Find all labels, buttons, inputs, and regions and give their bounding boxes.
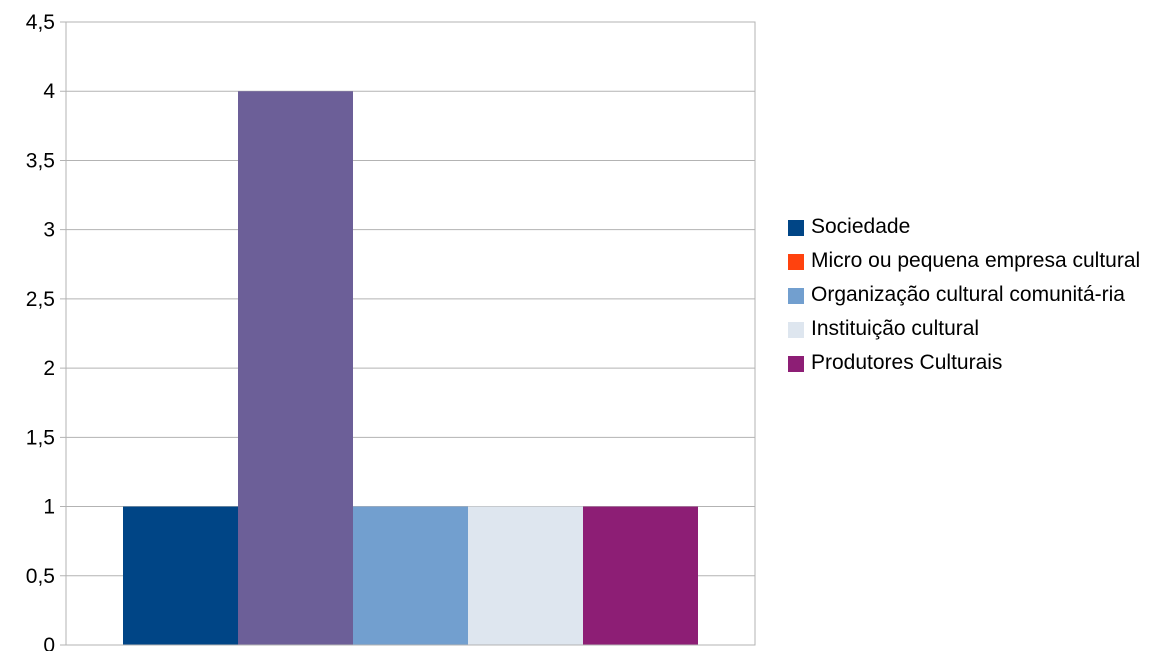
bar [123, 506, 238, 645]
legend-item: Instituição cultural [788, 316, 1173, 342]
legend-item: Produtores Culturais [788, 350, 1173, 376]
y-tick-label: 2,5 [26, 288, 55, 311]
legend-label: Produtores Culturais [811, 351, 1003, 374]
y-tick-label: 0,5 [26, 565, 55, 588]
y-tick-label: 4,5 [26, 11, 55, 34]
legend-swatch [788, 356, 804, 372]
legend-label: Instituição cultural [811, 317, 980, 340]
y-tick-label: 2 [43, 357, 55, 380]
legend-label: Micro ou pequena empresa cultural [811, 249, 1141, 272]
legend-item: Micro ou pequena empresa cultural [788, 248, 1173, 274]
y-axis-ticks: 0 0,5 1 1,5 2 2,5 3 3,5 4 4,5 [26, 11, 56, 651]
legend-swatch [788, 254, 804, 270]
legend-item: Sociedade [788, 214, 1173, 240]
legend-swatch [788, 288, 804, 304]
y-tick-label: 1,5 [26, 426, 55, 449]
bar [238, 91, 353, 645]
y-tick-label: 4 [43, 80, 55, 103]
y-tick-label: 0 [43, 634, 55, 651]
bars [123, 91, 698, 645]
legend-swatch [788, 220, 804, 236]
legend-label: Organização cultural comunitá-ria [811, 283, 1125, 306]
y-tick-label: 3 [43, 219, 55, 242]
bar [468, 506, 583, 645]
bar [353, 506, 468, 645]
legend-label: Sociedade [811, 215, 911, 238]
bar [583, 506, 698, 645]
y-tick-label: 1 [43, 496, 55, 519]
y-tick-label: 3,5 [26, 149, 55, 172]
bar-chart: 0 0,5 1 1,5 2 2,5 3 3,5 4 4,5 [26, 11, 756, 651]
legend-item: Organização cultural comunitá-ria [788, 282, 1173, 308]
legend-swatch [788, 322, 804, 338]
legend: Sociedade Micro ou pequena empresa cultur… [788, 214, 1173, 384]
plot-area-frame [65, 21, 756, 646]
